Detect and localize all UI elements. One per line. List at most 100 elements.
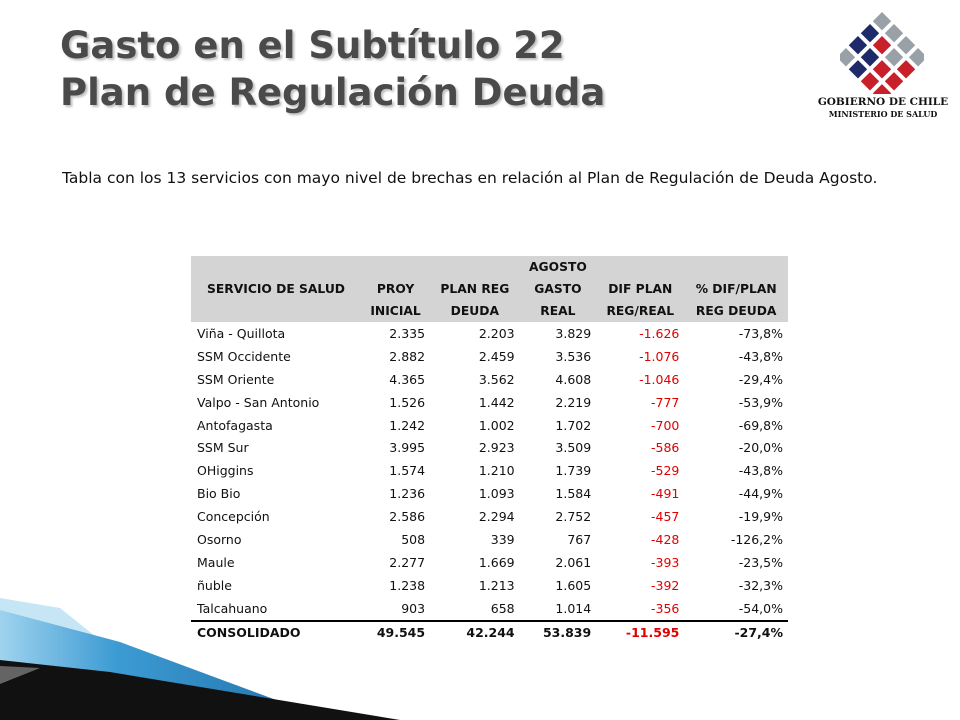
cell-gasto: 3.509	[555, 440, 592, 456]
cell-gasto: 2.752	[555, 509, 592, 525]
cell-plan: 1.213	[478, 577, 515, 593]
ribbon-dark-stripe	[0, 660, 400, 720]
logo-square	[872, 84, 892, 94]
cell-servicio: OHiggins	[197, 463, 254, 479]
cell-pct: -44,9%	[738, 486, 783, 502]
cell-servicio: Maule	[197, 554, 235, 570]
header-pct-line-2: REG DEUDA	[684, 300, 788, 322]
cell-gasto: 767	[567, 531, 592, 547]
cell-dif: -529	[650, 463, 680, 479]
total-row: CONSOLIDADO 49.545 42.244 53.839 -11.595…	[191, 619, 788, 644]
cell-plan: 2.459	[478, 348, 515, 364]
header-servicio: SERVICIO DE SALUD	[191, 256, 362, 322]
table-row: Valpo - San Antonio 1.526 1.442 2.219 -777 -5…	[191, 391, 788, 414]
logo-square	[860, 48, 880, 67]
cell-pct: -53,9%	[738, 394, 783, 410]
cell-proy: 508	[401, 531, 426, 547]
table-row: Concepción 2.586 2.294 2.752 -457 -19,9%	[191, 505, 788, 528]
gobierno-de-chile-logo: GOBIERNO DE CHILE MINISTERIO DE SALUD	[808, 10, 958, 125]
header-pct-line-1: % DIF/PLAN	[684, 278, 788, 300]
table-row: ñuble 1.238 1.213 1.605 -392 -32,3%	[191, 574, 788, 597]
header-gasto-line-2: REAL	[519, 300, 597, 322]
cell-proy: 2.277	[389, 554, 426, 570]
logo-square	[872, 36, 892, 55]
table-row: Maule 2.277 1.669 2.061 -393 -23,5%	[191, 551, 788, 574]
cell-pct: -23,5%	[738, 554, 783, 570]
header-dif-line-2: REG/REAL	[596, 300, 685, 322]
header-empty-proy	[361, 256, 431, 278]
logo-square	[884, 24, 904, 43]
cell-proy: 1.526	[389, 394, 426, 410]
cell-dif: -356	[650, 600, 680, 616]
cell-proy: 903	[401, 600, 426, 616]
cell-dif: -457	[650, 509, 680, 525]
cell-proy: 2.882	[389, 348, 426, 364]
cell-dif: -393	[650, 554, 680, 570]
cell-pct: -69,8%	[738, 417, 783, 433]
cell-pct: -20,0%	[738, 440, 783, 456]
logo-square	[848, 60, 868, 79]
logo-square	[872, 12, 892, 31]
cell-plan: 2.923	[478, 440, 515, 456]
header-empty-pct	[684, 256, 788, 278]
logo-square	[884, 48, 904, 67]
cell-servicio: Talcahuano	[197, 600, 268, 616]
cell-servicio: Antofagasta	[197, 417, 273, 433]
logo-square	[896, 60, 916, 79]
debt-gap-table: SERVICIO DE SALUD AGOSTO PROY PLAN REG G…	[191, 256, 788, 644]
cell-dif: -586	[650, 440, 680, 456]
cell-gasto: 1.702	[555, 417, 592, 433]
cell-proy: 3.995	[389, 440, 426, 456]
cell-pct: -43,8%	[738, 463, 783, 479]
table-header-row-1: SERVICIO DE SALUD AGOSTO	[191, 256, 788, 322]
cell-pct: -32,3%	[738, 577, 783, 593]
cell-gasto: 1.584	[555, 486, 592, 502]
table-row: SSM Oriente 4.365 3.562 4.608 -1.046 -29,4%	[191, 368, 788, 391]
cell-dif: -700	[650, 417, 680, 433]
cell-proy: 2.335	[389, 325, 426, 341]
logo-square	[908, 48, 924, 67]
cell-servicio: Concepción	[197, 509, 270, 525]
cell-dif: -392	[650, 577, 680, 593]
table-row: Antofagasta 1.242 1.002 1.702 -700 -69,8%	[191, 414, 788, 437]
cell-pct: -19,9%	[738, 509, 783, 525]
cell-pct: -54,0%	[738, 600, 783, 616]
logo-square	[860, 72, 880, 91]
cell-gasto: 1.739	[555, 463, 592, 479]
cell-pct: -126,2%	[730, 531, 783, 547]
cell-pct: -73,8%	[738, 325, 783, 341]
cell-plan: 2.294	[478, 509, 515, 525]
total-pct: -27,4%	[684, 619, 788, 644]
cell-plan: 1.669	[478, 554, 515, 570]
cell-dif: -1.046	[639, 371, 680, 387]
slide-title-line-2: Plan de Regulación Deuda	[60, 71, 606, 114]
logo-square	[884, 72, 904, 91]
logo-square	[896, 36, 916, 55]
cell-servicio: Osorno	[197, 531, 242, 547]
header-dif-line-1: DIF PLAN	[596, 278, 685, 300]
logo-square	[848, 36, 868, 55]
table-row: Talcahuano 903 658 1.014 -356 -54,0%	[191, 597, 788, 621]
cell-proy: 1.574	[389, 463, 426, 479]
cell-servicio: Viña - Quillota	[197, 325, 286, 341]
cell-dif: -1.076	[639, 348, 680, 364]
cell-plan: 1.210	[478, 463, 515, 479]
cell-plan: 1.002	[478, 417, 515, 433]
table-header-row-2: PROY PLAN REG GASTO DIF PLAN % DIF/PLAN	[191, 278, 788, 300]
table-row: Viña - Quillota 2.335 2.203 3.829 -1.626 -73,…	[191, 322, 788, 345]
header-gasto-line-1: GASTO	[519, 278, 597, 300]
table-row: SSM Occidente 2.882 2.459 3.536 -1.076 -43,8%	[191, 345, 788, 368]
cell-dif: -1.626	[639, 325, 680, 341]
slide-title: Gasto en el Subtítulo 22 Plan de Regulac…	[60, 22, 605, 116]
cell-plan: 2.203	[478, 325, 515, 341]
total-plan: 42.244	[430, 619, 520, 644]
table-row: OHiggins 1.574 1.210 1.739 -529 -43,8%	[191, 459, 788, 482]
ribbon-white-gap	[0, 666, 40, 684]
cell-proy: 1.242	[389, 417, 426, 433]
table-row: Bio Bio 1.236 1.093 1.584 -491 -44,9%	[191, 482, 788, 505]
cell-servicio: SSM Oriente	[197, 371, 275, 387]
total-dif: -11.595	[596, 619, 685, 644]
header-plan-line-1: PLAN REG	[430, 278, 520, 300]
table-row: Osorno 508 339 767 -428 -126,2%	[191, 528, 788, 551]
cell-plan: 1.442	[478, 394, 515, 410]
